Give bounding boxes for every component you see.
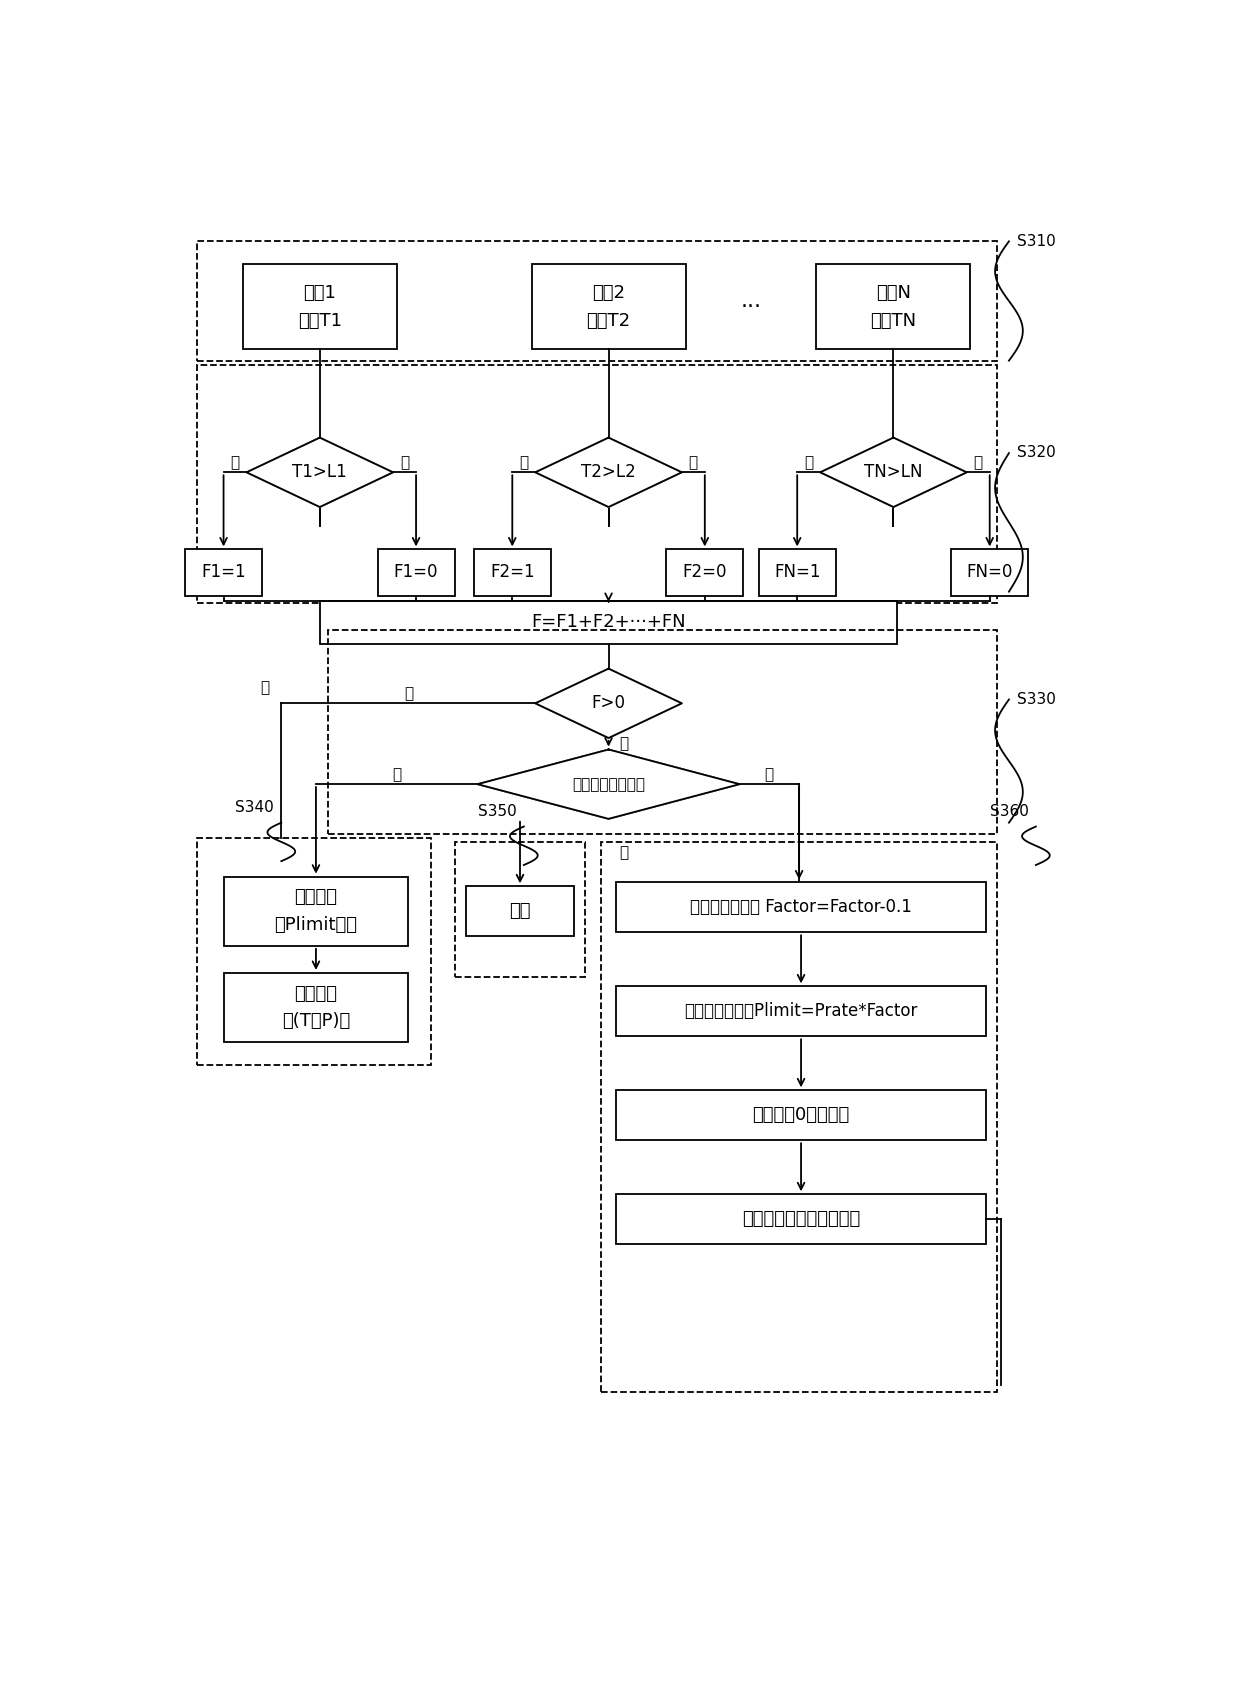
Text: F1=1: F1=1 — [201, 564, 246, 581]
FancyBboxPatch shape — [616, 1090, 986, 1141]
FancyBboxPatch shape — [816, 264, 971, 349]
FancyBboxPatch shape — [616, 1194, 986, 1245]
Text: T2>L2: T2>L2 — [582, 463, 636, 482]
Polygon shape — [536, 438, 682, 507]
Text: S340: S340 — [236, 800, 274, 816]
Text: 温度T2: 温度T2 — [587, 312, 631, 330]
FancyBboxPatch shape — [377, 550, 455, 596]
Text: FN=0: FN=0 — [966, 564, 1013, 581]
Text: T1>L1: T1>L1 — [293, 463, 347, 482]
Text: 否: 否 — [260, 681, 270, 695]
Text: 否: 否 — [401, 455, 409, 470]
FancyBboxPatch shape — [616, 986, 986, 1037]
Text: 否: 否 — [765, 766, 774, 782]
Text: 否: 否 — [404, 686, 413, 702]
Text: 按当前功: 按当前功 — [294, 889, 337, 906]
Polygon shape — [821, 438, 967, 507]
Text: 部件1: 部件1 — [304, 284, 336, 301]
Text: 率Plimit执行: 率Plimit执行 — [274, 916, 357, 933]
Text: 是: 是 — [520, 455, 528, 470]
Text: TN>LN: TN>LN — [864, 463, 923, 482]
Text: 限功率从0开始计时: 限功率从0开始计时 — [753, 1107, 849, 1124]
Text: 是: 是 — [231, 455, 239, 470]
Text: S320: S320 — [1017, 446, 1055, 460]
Text: S350: S350 — [477, 804, 516, 819]
Text: 温度TN: 温度TN — [870, 312, 916, 330]
Text: 温度T1: 温度T1 — [298, 312, 342, 330]
FancyBboxPatch shape — [185, 550, 262, 596]
Polygon shape — [477, 749, 739, 819]
Text: 变桨部件是否超温: 变桨部件是否超温 — [572, 777, 645, 792]
FancyBboxPatch shape — [951, 550, 1028, 596]
Text: F2=1: F2=1 — [490, 564, 534, 581]
FancyBboxPatch shape — [666, 550, 743, 596]
FancyBboxPatch shape — [616, 882, 986, 933]
FancyBboxPatch shape — [759, 550, 836, 596]
FancyBboxPatch shape — [466, 886, 574, 937]
Text: S330: S330 — [1017, 691, 1055, 707]
FancyBboxPatch shape — [532, 264, 686, 349]
Text: FN=1: FN=1 — [774, 564, 821, 581]
Polygon shape — [536, 669, 682, 737]
FancyBboxPatch shape — [223, 972, 408, 1042]
Text: 部件2: 部件2 — [591, 284, 625, 301]
Text: 否: 否 — [973, 455, 983, 470]
Text: F1=0: F1=0 — [394, 564, 438, 581]
FancyBboxPatch shape — [223, 877, 408, 945]
Polygon shape — [247, 438, 393, 507]
Text: S310: S310 — [1017, 233, 1055, 249]
Text: 部件N: 部件N — [875, 284, 911, 301]
Text: ···: ··· — [740, 296, 761, 317]
Text: 停机: 停机 — [510, 903, 531, 920]
Text: S360: S360 — [990, 804, 1028, 819]
Text: 否: 否 — [688, 455, 698, 470]
Text: 当计时是否大于设定时间: 当计时是否大于设定时间 — [742, 1211, 861, 1228]
FancyBboxPatch shape — [243, 264, 397, 349]
Text: 是: 是 — [805, 455, 813, 470]
Text: 执行限功率操作Plimit=Prate*Factor: 执行限功率操作Plimit=Prate*Factor — [684, 1003, 918, 1020]
Text: F=F1+F2+···+FN: F=F1+F2+···+FN — [531, 613, 686, 632]
Text: F>0: F>0 — [591, 695, 625, 712]
Text: 确定当前: 确定当前 — [294, 984, 337, 1003]
Text: 调整限功率因子 Factor=Factor-0.1: 调整限功率因子 Factor=Factor-0.1 — [691, 899, 911, 916]
FancyBboxPatch shape — [320, 601, 898, 644]
FancyBboxPatch shape — [474, 550, 551, 596]
Text: 是: 是 — [620, 736, 629, 751]
Text: 是: 是 — [620, 845, 629, 860]
Text: 的(T，P)点: 的(T，P)点 — [281, 1012, 350, 1030]
Text: 是: 是 — [392, 766, 402, 782]
Text: F2=0: F2=0 — [682, 564, 727, 581]
